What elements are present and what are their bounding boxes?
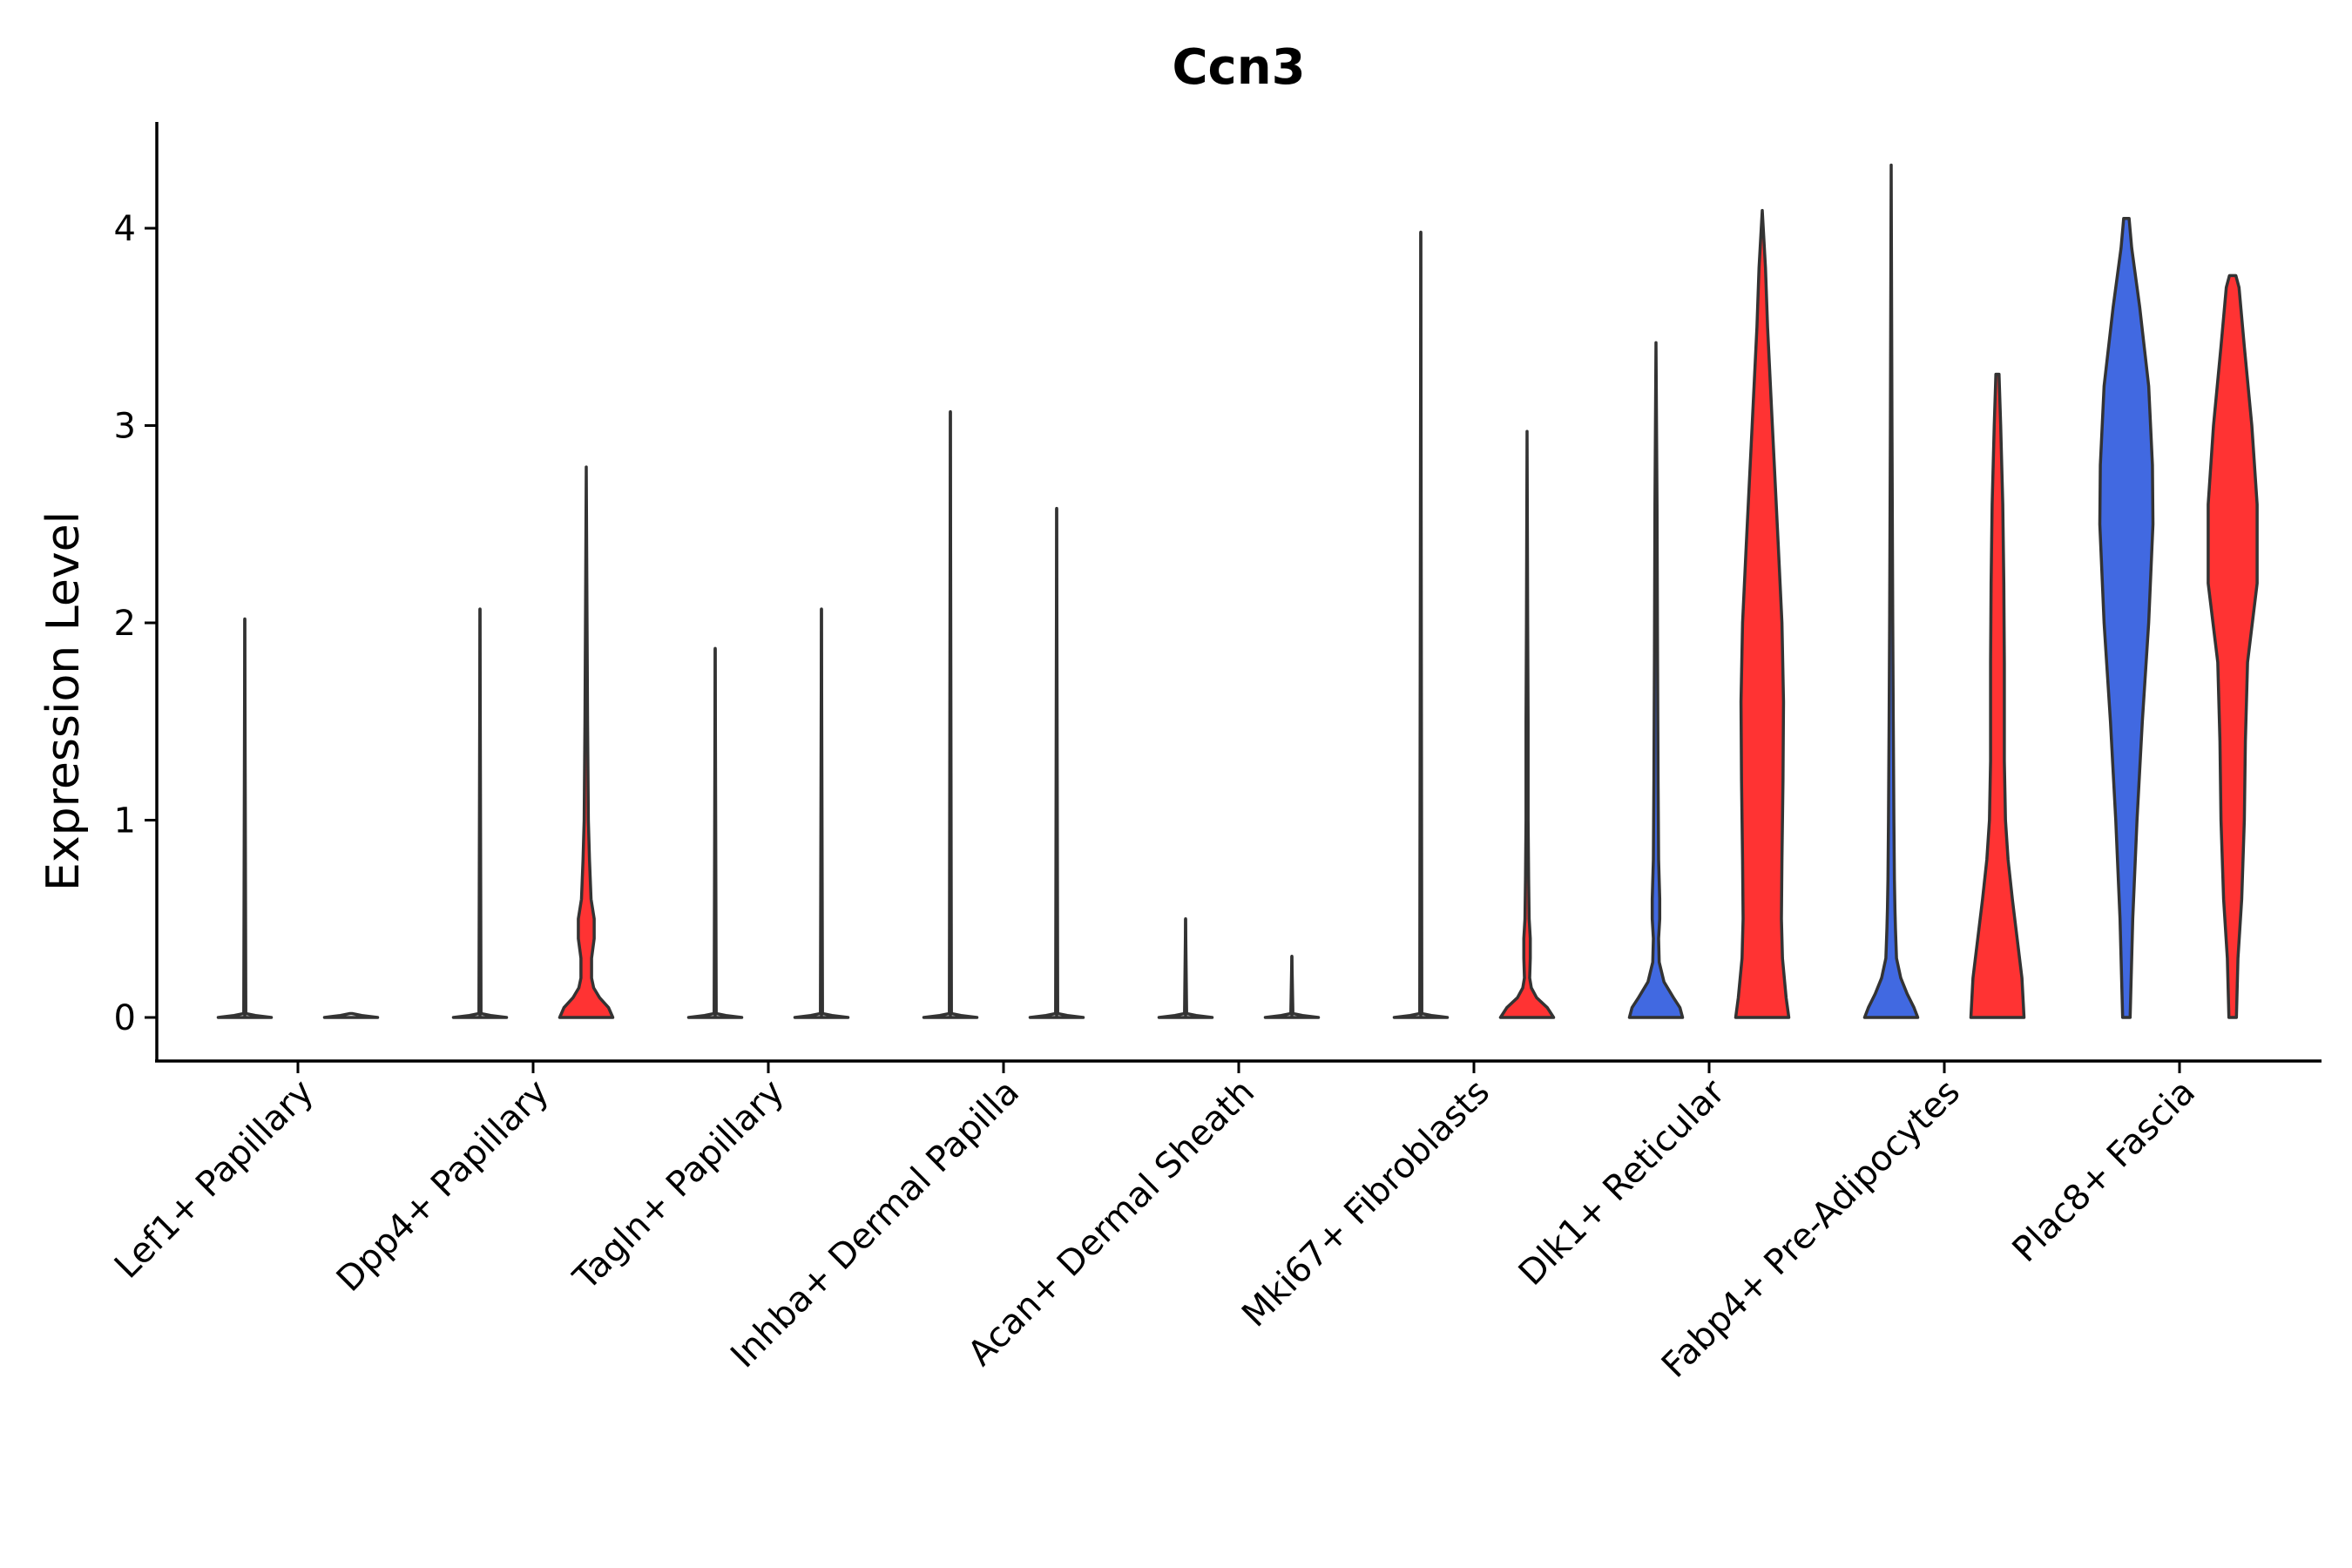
x-tick-label: Plac8+ Fascia bbox=[2005, 1072, 2204, 1271]
violin-group_a-6 bbox=[1627, 341, 1685, 1019]
x-tick-label: Dlk1+ Reticular bbox=[1511, 1071, 1734, 1294]
y-tick-label: 4 bbox=[114, 209, 136, 249]
x-tick-label: Mki67+ Fibroblasts bbox=[1234, 1072, 1497, 1335]
violin-group_a-7 bbox=[1862, 163, 1920, 1019]
y-tick-label: 1 bbox=[114, 801, 136, 841]
x-tick-label: Lef1+ Papillary bbox=[107, 1072, 321, 1287]
violin-group_b-8 bbox=[2207, 274, 2259, 1019]
y-ticks: 0 1 2 3 4 bbox=[114, 209, 157, 1038]
y-tick-label: 0 bbox=[114, 998, 136, 1038]
y-axis-label: Expression Level bbox=[37, 511, 90, 891]
violin-layer bbox=[216, 163, 2259, 1019]
violin-group_b-1 bbox=[558, 465, 615, 1019]
y-tick-label: 3 bbox=[114, 407, 136, 447]
violin-group_b-5 bbox=[1498, 429, 1556, 1019]
chart-title: Ccn3 bbox=[1172, 39, 1305, 96]
y-tick-label: 2 bbox=[114, 604, 136, 644]
violin-group_b-6 bbox=[1734, 208, 1791, 1019]
violin-group_b-7 bbox=[1969, 372, 2026, 1019]
x-ticks: Lef1+ Papillary Dpp4+ Papillary Tagln+ Pap… bbox=[107, 1061, 2203, 1386]
violin-group_a-8 bbox=[2098, 216, 2155, 1019]
x-tick-label: Tagln+ Papillary bbox=[565, 1072, 792, 1299]
violin-group_b-0 bbox=[322, 1011, 380, 1019]
x-tick-label: Dpp4+ Papillary bbox=[329, 1072, 557, 1300]
